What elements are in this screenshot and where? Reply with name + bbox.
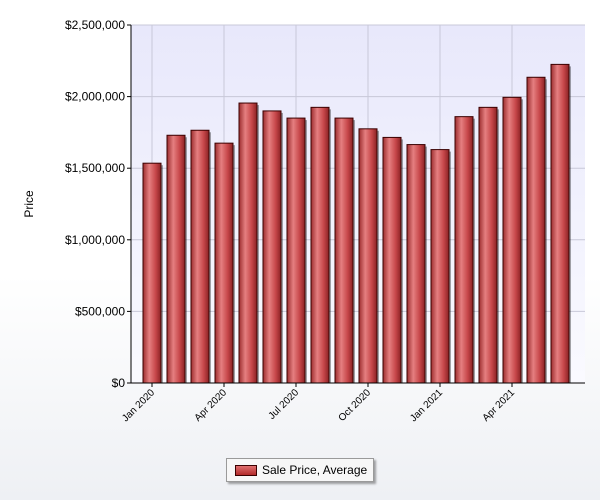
y-tick-label: $0 bbox=[112, 376, 126, 390]
bar bbox=[406, 144, 426, 384]
bars bbox=[142, 63, 571, 384]
legend-label: Sale Price, Average bbox=[262, 463, 368, 477]
bar bbox=[382, 136, 402, 384]
x-tick-label: Apr 2020 bbox=[193, 387, 230, 424]
bar bbox=[454, 116, 474, 384]
bar bbox=[526, 76, 546, 384]
y-axis-ticks: $0 $500,000 $1,000,000 $1,500,000 $2,000,000… bbox=[65, 18, 131, 390]
bar bbox=[358, 128, 378, 384]
x-tick-label: Apr 2021 bbox=[481, 387, 518, 424]
bar bbox=[286, 117, 306, 384]
x-tick-label: Jul 2020 bbox=[267, 387, 302, 422]
bar bbox=[214, 142, 234, 384]
bar bbox=[550, 63, 570, 384]
x-tick-label: Jan 2021 bbox=[408, 387, 445, 424]
x-tick-label: Oct 2020 bbox=[337, 387, 374, 424]
y-tick-label: $2,500,000 bbox=[65, 18, 125, 32]
bar bbox=[478, 106, 498, 384]
legend: Sale Price, Average bbox=[226, 458, 374, 482]
x-tick-label: Jan 2020 bbox=[120, 387, 157, 424]
bar bbox=[334, 117, 354, 384]
y-tick-label: $500,000 bbox=[75, 304, 125, 318]
y-tick-label: $2,000,000 bbox=[65, 90, 125, 104]
bar bbox=[310, 106, 330, 384]
bar bbox=[166, 134, 186, 384]
bar bbox=[262, 110, 282, 384]
bar bbox=[238, 102, 258, 384]
y-tick-label: $1,000,000 bbox=[65, 233, 125, 247]
x-axis-ticks: Jan 2020 Apr 2020 Jul 2020 Oct 2020 Jan 2021… bbox=[120, 383, 517, 424]
legend-swatch bbox=[235, 464, 257, 476]
y-axis-title: Price bbox=[22, 190, 36, 218]
bar bbox=[502, 96, 522, 384]
bar bbox=[142, 162, 162, 384]
bar bbox=[430, 149, 450, 384]
y-tick-label: $1,500,000 bbox=[65, 161, 125, 175]
bar bbox=[190, 129, 210, 384]
